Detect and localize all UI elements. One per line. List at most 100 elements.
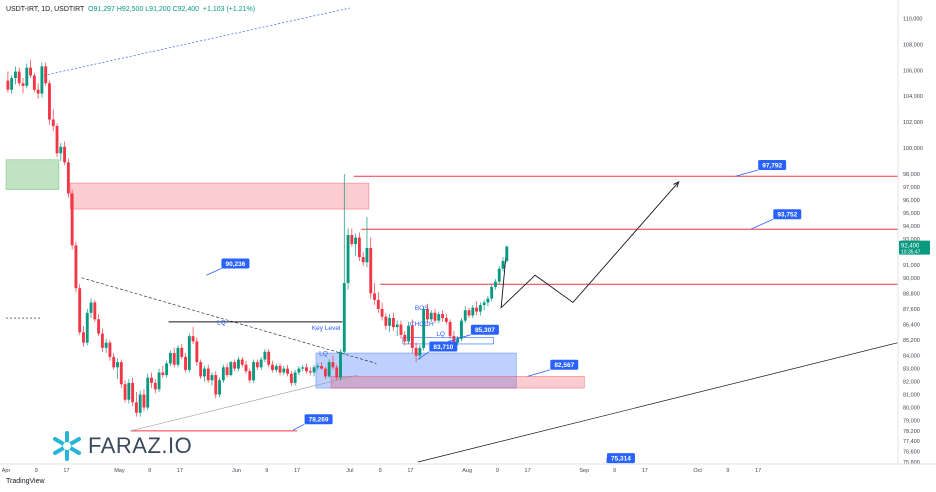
candle-body xyxy=(210,375,214,381)
candle-body xyxy=(138,394,142,413)
candle xyxy=(388,314,392,333)
candle xyxy=(308,367,312,376)
candle xyxy=(195,337,199,367)
candle xyxy=(448,319,452,339)
candle-body xyxy=(176,347,180,365)
candle xyxy=(44,62,48,86)
candle-body xyxy=(168,353,172,364)
chart-header: USDT-IRT, 1D, USDTIRT O91,297 H92,500 L9… xyxy=(6,6,255,13)
candle-body xyxy=(6,80,10,90)
candle-body xyxy=(293,372,297,383)
candle-body xyxy=(361,257,365,263)
candle-body xyxy=(112,356,116,368)
candle-body xyxy=(441,314,444,319)
red-zone xyxy=(69,182,370,210)
price-callout-text: 93,752 xyxy=(777,212,797,219)
candle xyxy=(271,360,274,373)
candle xyxy=(278,363,282,376)
candle-body xyxy=(395,324,399,328)
candle xyxy=(486,295,490,307)
x-tick-label: Jun xyxy=(232,468,241,474)
y-tick-label: 76,600 xyxy=(903,450,920,456)
candle-body xyxy=(267,351,271,365)
x-tick-label: 9 xyxy=(613,468,616,474)
y-tick-label: 77,400 xyxy=(903,439,920,445)
red-zone xyxy=(330,376,585,389)
zones-layer xyxy=(5,159,585,389)
price-callout-box xyxy=(429,341,458,352)
y-tick-label: 100,000 xyxy=(903,146,923,152)
candle-body xyxy=(444,318,448,322)
candle-body xyxy=(150,377,153,383)
price-callout-pointer xyxy=(448,334,472,342)
candle xyxy=(339,349,342,381)
support-trendline xyxy=(130,374,358,432)
candle xyxy=(259,356,263,370)
candle-body xyxy=(161,372,165,376)
candle xyxy=(199,359,203,379)
candle-body xyxy=(93,302,97,320)
candle-body xyxy=(410,325,414,348)
candle-body xyxy=(373,293,376,300)
candle xyxy=(376,292,380,313)
candle xyxy=(467,307,471,319)
candle-body xyxy=(342,282,346,352)
candle xyxy=(361,251,365,267)
candle xyxy=(429,310,433,322)
candle-body xyxy=(320,366,324,369)
y-tick-label: 87,600 xyxy=(903,307,920,313)
candle-body xyxy=(437,314,441,321)
candle xyxy=(150,372,153,389)
candle xyxy=(305,363,308,374)
candle xyxy=(93,299,97,322)
candle xyxy=(74,241,78,293)
y-tick-label: 86,400 xyxy=(903,323,920,329)
candle xyxy=(346,228,350,290)
price-callout-text: 82,567 xyxy=(554,362,574,369)
candle xyxy=(14,66,17,85)
candle xyxy=(202,366,206,382)
candle xyxy=(463,306,467,324)
x-tick-label: Oct xyxy=(693,468,702,474)
x-axis[interactable]: Apr 9 17 May 9 17 Jun 9 17 Jul 9 17 Aug 9 17 Sep 9 17 Oct 9… xyxy=(0,463,936,474)
y-tick-label: 83,000 xyxy=(903,367,920,373)
candle-body xyxy=(289,373,293,383)
candle-body xyxy=(263,351,267,360)
structure-annotation: LQ xyxy=(436,331,445,338)
price-callout-box xyxy=(773,209,802,220)
candle xyxy=(505,245,509,263)
candle-body xyxy=(482,302,486,306)
candle xyxy=(66,158,70,198)
candle xyxy=(153,378,157,394)
candle xyxy=(335,364,339,381)
candle-body xyxy=(244,364,248,372)
projection-path xyxy=(500,181,680,309)
candle xyxy=(6,71,10,93)
candle-body xyxy=(407,325,410,342)
y-tick-label: 97,000 xyxy=(903,185,920,191)
annotations-layer: 97,792 93,752 90,236 85,307 83,710 82,567 78,2… xyxy=(206,159,802,464)
candle xyxy=(225,363,229,378)
price-callout-box xyxy=(470,324,499,335)
candle-body xyxy=(297,368,301,373)
candle-body xyxy=(108,342,112,357)
symbol-label[interactable]: USDT-IRT, 1D, USDTIRT xyxy=(6,6,85,13)
candle xyxy=(85,308,89,346)
y-axis[interactable]: 110,000 108,000 106,000 104,000 102,000 100,0… xyxy=(897,0,936,492)
tradingview-logo[interactable]: TradingView xyxy=(6,478,45,485)
candle xyxy=(127,378,131,404)
candle-body xyxy=(274,366,278,370)
candle-body xyxy=(467,310,471,316)
candle-body xyxy=(357,237,361,258)
candle-body xyxy=(323,368,327,377)
candle-body xyxy=(248,371,252,381)
y-tick-label: 106,000 xyxy=(903,68,923,74)
price-callout-box xyxy=(221,258,250,269)
levels-layer: 97,82993,74189,500Key Level xyxy=(130,171,927,432)
candle xyxy=(32,72,36,93)
candle xyxy=(497,266,501,285)
green-zone xyxy=(5,159,60,190)
candle-body xyxy=(29,67,33,76)
current-price-text: 92,400 xyxy=(901,244,920,250)
